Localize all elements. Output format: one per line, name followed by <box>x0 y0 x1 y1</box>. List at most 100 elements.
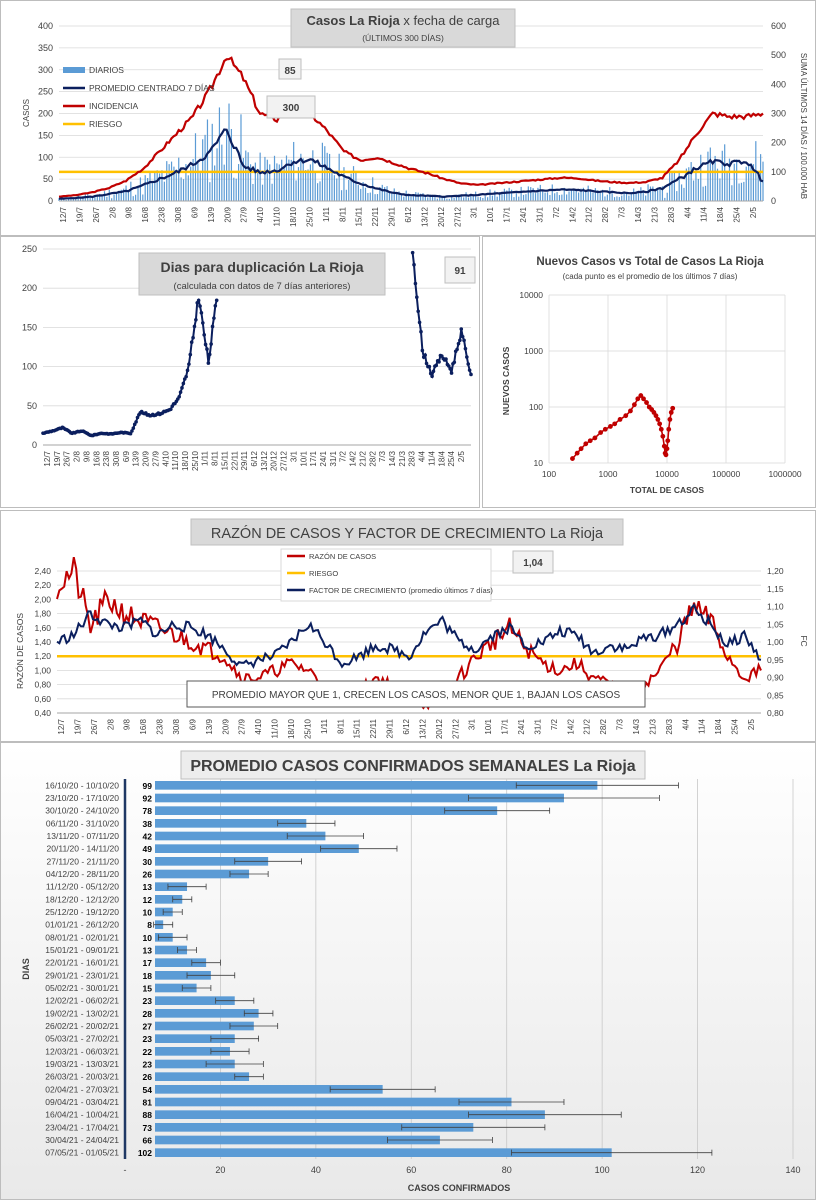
daily-bar <box>400 194 403 201</box>
daily-bar <box>451 195 453 201</box>
daily-bar <box>568 191 570 201</box>
doubling-point <box>458 338 462 343</box>
daily-bar <box>324 146 326 201</box>
panel1-x-tick: 28/2 <box>601 206 610 222</box>
panel4-x-tick: 30/8 <box>172 718 181 734</box>
daily-bar <box>534 193 537 201</box>
daily-bar <box>489 189 491 201</box>
left-tick-label: 100 <box>38 152 53 162</box>
daily-bar <box>573 189 575 201</box>
x-tick-label: 100 <box>542 469 556 479</box>
x-tick-label: - <box>124 1165 127 1175</box>
daily-bar <box>704 185 707 201</box>
daily-bar <box>118 190 120 201</box>
daily-bar <box>403 196 405 201</box>
legend-label-riesgo: RIESGO <box>89 119 122 129</box>
panel1-x-tick: 27/9 <box>240 206 249 222</box>
daily-bar <box>458 194 460 201</box>
chart-title: Casos La Rioja x fecha de carga <box>307 13 501 28</box>
panel1-x-tick: 20/12 <box>437 206 446 227</box>
daily-bar <box>352 166 355 201</box>
weekly-bar <box>155 958 207 967</box>
daily-bar <box>714 155 716 201</box>
daily-bar <box>448 198 450 201</box>
daily-bar <box>709 147 711 201</box>
daily-bar <box>396 193 398 201</box>
daily-bar <box>276 163 278 201</box>
doubling-point <box>209 342 213 346</box>
panel4-x-tick: 6/9 <box>188 718 197 730</box>
panel2-x-tick: 6/9 <box>122 450 131 462</box>
daily-bar <box>716 168 719 201</box>
right-tick-label: 400 <box>771 79 786 89</box>
daily-bar <box>654 191 656 201</box>
panel4-x-tick: 6/12 <box>402 718 411 734</box>
daily-bar <box>108 189 110 201</box>
doubling-point <box>135 415 140 420</box>
right-tick-label: 300 <box>771 109 786 119</box>
panel2-x-tick: 7/3 <box>378 450 387 462</box>
doubling-point <box>469 372 473 377</box>
panel1-x-tick: 24/1 <box>519 206 528 222</box>
doubling-point <box>181 381 186 386</box>
daily-bar <box>319 181 321 201</box>
scatter-point <box>612 421 618 427</box>
daily-cases-chart: 0 50 100 150 200 250 300 350 400 0 100 200 300 400 500… <box>0 0 816 236</box>
legend-label-promedio: PROMEDIO CENTRADO 7 DÍAS <box>89 83 215 93</box>
daily-bar <box>506 190 508 201</box>
bar-value-label: 23 <box>143 996 153 1006</box>
scatter-line <box>571 394 674 460</box>
daily-bar <box>123 188 125 201</box>
panel4-x-tick: 24/1 <box>517 718 526 734</box>
daily-bar <box>666 192 668 201</box>
panel1-x-tick: 23/8 <box>158 206 167 222</box>
y-tick-label: 50 <box>27 401 37 411</box>
daily-bar <box>601 189 604 201</box>
panel1-x-tick: 10/1 <box>486 206 495 222</box>
title-box <box>190 518 624 546</box>
bar-value-label: 13 <box>143 946 153 956</box>
scatter-point <box>602 426 608 432</box>
panel2-x-tick: 13/12 <box>260 450 269 471</box>
doubling-point <box>192 324 197 329</box>
daily-bar <box>623 193 625 201</box>
category-label: 25/12/20 - 19/12/20 <box>45 907 119 917</box>
daily-bar <box>302 158 304 201</box>
daily-bar <box>106 196 108 201</box>
left-axis-label: CASOS <box>22 99 31 127</box>
doubling-point <box>189 340 194 344</box>
daily-bar <box>645 195 647 201</box>
daily-bar <box>264 156 266 201</box>
daily-bar <box>381 184 383 201</box>
category-label: 11/12/20 - 05/12/20 <box>46 882 119 892</box>
bar-value-label: 66 <box>143 1136 153 1146</box>
bar-value-label: 81 <box>143 1098 153 1108</box>
daily-bar <box>271 183 273 201</box>
bar-value-label: 92 <box>143 794 153 804</box>
panel4-x-tick: 21/2 <box>583 718 592 734</box>
daily-bar <box>664 197 666 201</box>
daily-bar <box>757 174 759 201</box>
panel4-x-tick: 17/1 <box>501 718 510 734</box>
chart-title: PROMEDIO CASOS CONFIRMADOS SEMANALES La … <box>190 758 635 775</box>
daily-bar <box>441 196 443 201</box>
daily-bar <box>439 194 441 201</box>
scatter-point <box>638 393 644 398</box>
daily-bar <box>530 187 532 201</box>
doubling-point <box>128 431 133 436</box>
panel4-x-tick: 9/8 <box>123 718 132 730</box>
daily-bar <box>422 193 424 201</box>
daily-bar <box>424 195 426 201</box>
right-tick-label: 1,00 <box>767 637 784 647</box>
panel2-x-tick: 27/9 <box>151 450 160 466</box>
right-tick-label: 1,20 <box>767 566 784 576</box>
scatter-point <box>583 441 589 447</box>
doubling-point <box>415 295 419 300</box>
daily-bar <box>204 134 206 201</box>
scatter-point <box>665 438 671 444</box>
panel2-x-tick: 2/5 <box>457 450 466 462</box>
chart-title: Dias para duplicación La Rioja <box>160 259 363 275</box>
daily-bar <box>582 187 585 201</box>
panel2-x-tick: 20/9 <box>142 450 151 466</box>
daily-bar <box>501 192 503 201</box>
